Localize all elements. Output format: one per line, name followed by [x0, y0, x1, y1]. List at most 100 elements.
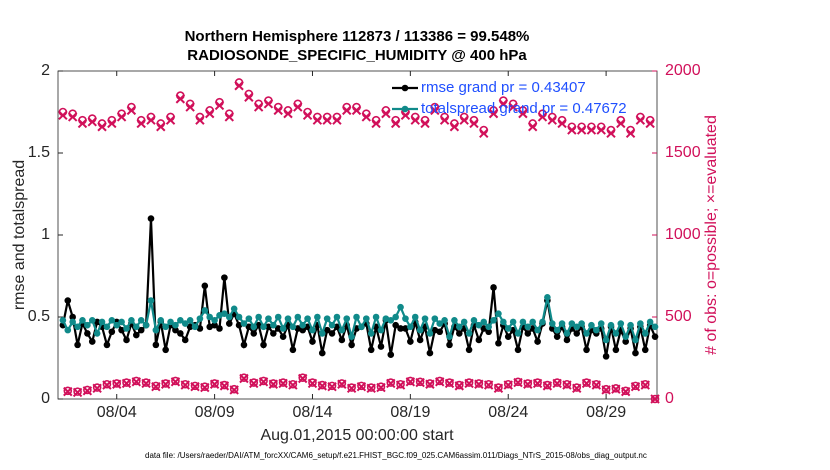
point — [348, 333, 355, 340]
point — [180, 380, 190, 390]
point — [332, 115, 342, 125]
point — [597, 320, 605, 327]
point — [390, 118, 401, 129]
point — [402, 315, 409, 322]
point — [298, 373, 307, 382]
point — [372, 313, 380, 321]
point — [367, 346, 375, 354]
y2-tick-label: 0 — [665, 390, 674, 407]
point — [147, 215, 155, 222]
point — [425, 379, 435, 389]
point — [524, 330, 532, 337]
point — [265, 315, 272, 322]
point — [59, 316, 67, 324]
point — [229, 384, 239, 394]
point — [87, 117, 97, 127]
point — [63, 386, 73, 397]
point — [147, 297, 155, 304]
point — [601, 384, 611, 394]
point — [113, 321, 121, 329]
point — [230, 305, 238, 313]
point — [288, 379, 298, 389]
point — [436, 328, 444, 336]
point — [288, 380, 298, 390]
point — [190, 381, 200, 391]
point — [58, 110, 68, 120]
point — [465, 330, 473, 337]
point — [151, 381, 161, 391]
point — [353, 313, 360, 321]
point — [142, 321, 150, 329]
point — [351, 105, 362, 116]
point — [622, 338, 629, 345]
y2-axis-label: # of obs: o=possible; ×=evaluated — [703, 115, 720, 355]
point — [583, 330, 590, 337]
chart-subtitle: RADIOSONDE_SPECIFIC_HUMIDITY @ 400 hPa — [187, 47, 527, 64]
point — [483, 380, 494, 390]
point — [190, 381, 200, 392]
point — [387, 351, 395, 359]
point — [132, 376, 141, 386]
point — [175, 94, 186, 104]
point — [459, 115, 469, 125]
point — [445, 378, 454, 387]
point — [494, 383, 503, 392]
point — [602, 336, 610, 344]
point — [611, 384, 621, 393]
point — [258, 377, 269, 387]
point — [157, 316, 165, 324]
point — [513, 377, 523, 388]
point — [396, 379, 405, 389]
point — [436, 320, 444, 327]
point — [229, 385, 239, 395]
point — [137, 326, 145, 334]
point — [553, 333, 561, 340]
point — [650, 394, 660, 404]
point — [367, 330, 375, 337]
point — [327, 381, 337, 391]
point — [446, 341, 453, 349]
point — [592, 379, 601, 389]
point — [514, 346, 522, 354]
point — [268, 379, 279, 389]
point — [69, 318, 76, 326]
point — [411, 313, 419, 321]
point — [568, 320, 576, 327]
point — [410, 115, 420, 125]
point — [405, 377, 416, 387]
point — [209, 379, 220, 389]
x-tick-label: 08/24 — [488, 404, 528, 421]
point — [421, 315, 429, 322]
point — [67, 112, 78, 122]
point — [606, 128, 616, 139]
point — [328, 321, 336, 329]
footnote: data file: /Users/raeder/DAI/ATM_forcXX/… — [145, 451, 647, 460]
point — [225, 320, 233, 327]
point — [490, 316, 497, 324]
point — [527, 122, 538, 132]
point — [523, 379, 533, 388]
point — [180, 379, 190, 389]
point — [239, 373, 249, 384]
point — [152, 326, 160, 334]
x-tick-label: 08/19 — [390, 404, 430, 421]
point — [625, 128, 636, 139]
point — [279, 325, 287, 332]
point — [102, 379, 112, 389]
point — [534, 338, 541, 345]
point — [464, 378, 474, 389]
point — [514, 330, 522, 337]
point — [297, 373, 308, 384]
point — [249, 378, 259, 387]
point — [107, 118, 117, 129]
point — [214, 100, 225, 111]
point — [586, 125, 597, 135]
y-tick-label: 2 — [41, 62, 50, 79]
point — [493, 383, 504, 394]
point — [172, 326, 179, 334]
point — [518, 108, 528, 119]
point — [77, 118, 88, 129]
point — [327, 381, 337, 392]
point — [356, 381, 367, 392]
point — [133, 323, 140, 331]
